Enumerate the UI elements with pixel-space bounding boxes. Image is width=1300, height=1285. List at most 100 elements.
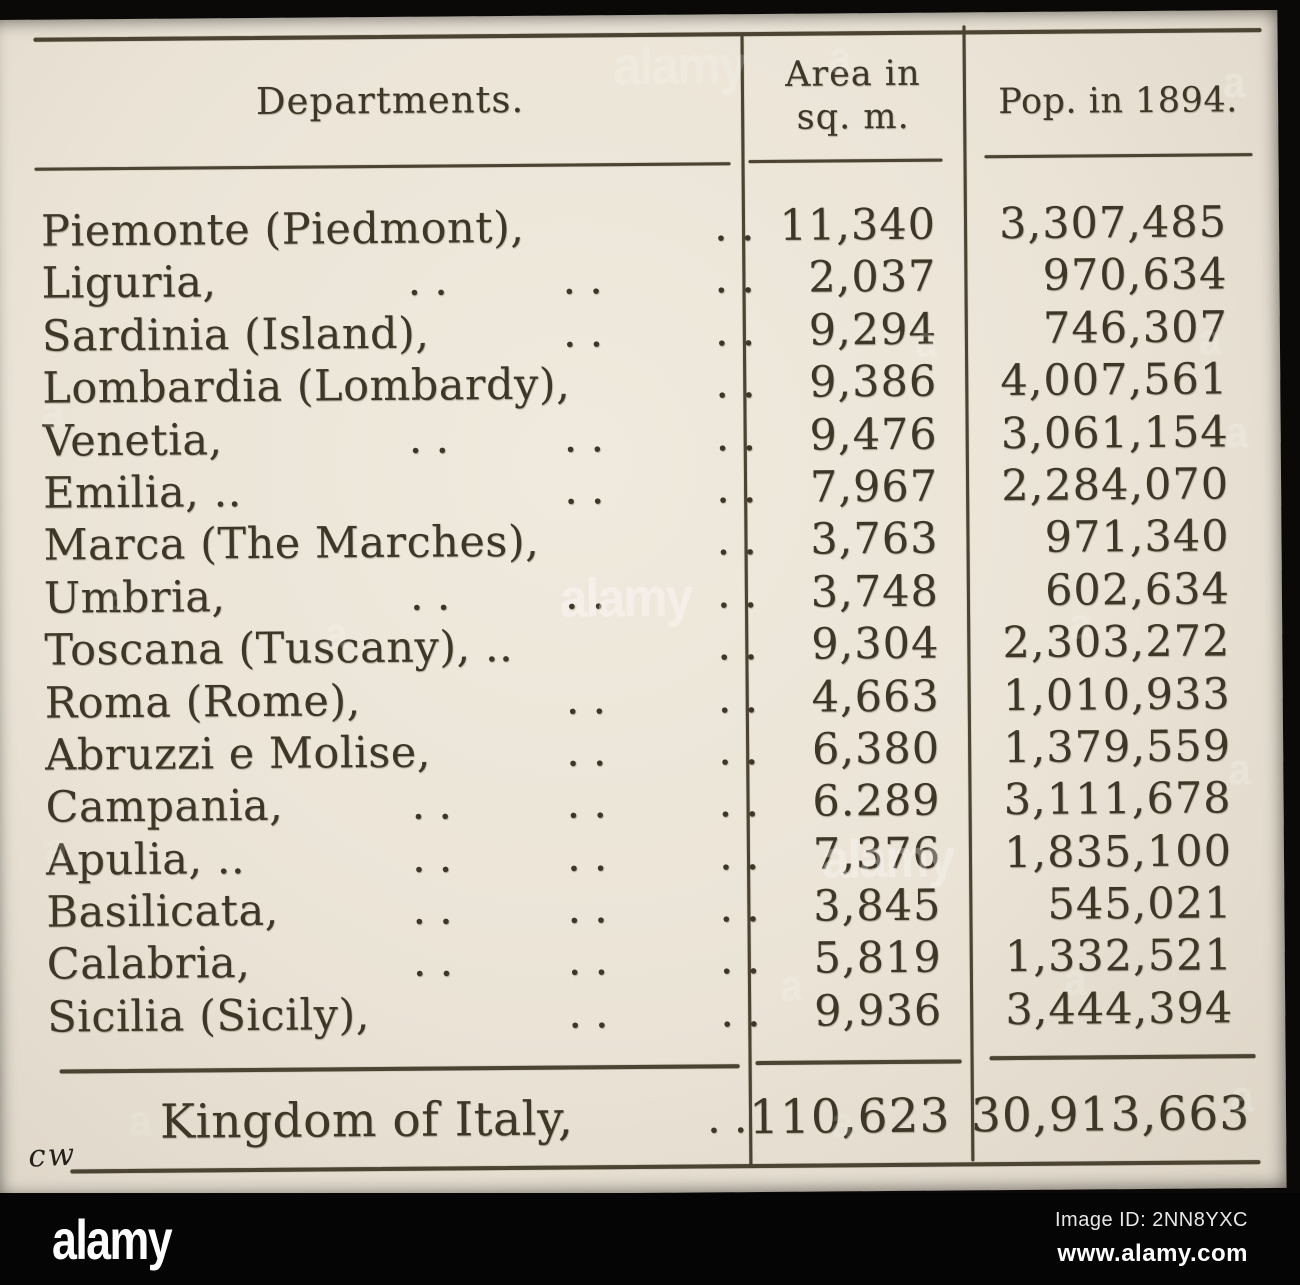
- leader-dots: ..: [562, 306, 617, 358]
- department-name-text: Apulia, ..: [45, 833, 246, 886]
- image-id-label: Image ID: 2NN8YXC: [1054, 1209, 1248, 1231]
- area-value: 3,763: [810, 513, 939, 565]
- area-value: 3,748: [810, 566, 940, 618]
- leader-dots: ..: [715, 358, 769, 409]
- leader-dots: ..: [566, 778, 621, 829]
- department-name-text: Liguria,: [41, 257, 217, 310]
- population-value: 1,010,933: [1002, 668, 1231, 721]
- area-value: 9,476: [809, 409, 938, 461]
- leader-dots: ..: [567, 883, 621, 934]
- leader-dots: ..: [411, 832, 466, 883]
- population-value: 1,332,521: [1004, 930, 1233, 983]
- leader-dots: ..: [563, 464, 618, 515]
- leader-dots: ..: [715, 462, 770, 514]
- column-header-area-line2: sq. m.: [796, 96, 910, 138]
- area-value: 2,037: [808, 252, 937, 304]
- leader-dots: ..: [714, 253, 768, 304]
- total-topline-left: [59, 1064, 740, 1074]
- column-header-area: Area in sq. m.: [750, 52, 957, 140]
- area-value: 6.289: [812, 775, 941, 827]
- alamy-logo: alamy: [52, 1208, 173, 1271]
- header-underline-mid: [748, 158, 943, 164]
- table-row: Emilia, ...... 7,967 2,284,070: [37, 458, 1255, 520]
- department-name: Roma (Rome),....: [39, 672, 772, 730]
- table-row: Sardinia (Island),.... 9,294 746,307: [36, 301, 1254, 363]
- population-value: 971,340: [1044, 511, 1230, 564]
- total-topline-mid: [755, 1059, 962, 1065]
- table-row: Sicilia (Sicily),.... 9,936 3,444,394: [41, 982, 1259, 1044]
- population-value: 3,444,394: [1005, 983, 1234, 1035]
- total-topline-right: [989, 1054, 1256, 1060]
- leader-dots: ..: [407, 255, 461, 307]
- population-value: 30,913,663: [970, 1086, 1251, 1144]
- handwritten-initials: cw: [27, 1136, 77, 1175]
- leader-dots: ..: [562, 254, 616, 305]
- department-name-text: Lombardia (Lombardy),: [42, 359, 571, 414]
- table-row: Liguria,...... 2,037 970,634: [35, 249, 1253, 311]
- leader-dots: ..: [717, 672, 772, 723]
- area-value: 9,304: [811, 618, 940, 670]
- department-name-text: Kingdom of Italy,: [159, 1091, 574, 1150]
- population-value: 3,307,485: [998, 197, 1228, 250]
- department-name: Toscana (Tuscany), ....: [38, 619, 771, 677]
- department-name: Emilia, ......: [37, 462, 770, 520]
- leader-dots: ..: [717, 620, 771, 671]
- leader-dots: ..: [717, 724, 772, 776]
- area-value: 4,663: [811, 671, 940, 723]
- leader-dots: ..: [719, 934, 774, 985]
- table-row: Umbria,...... 3,748 602,634: [38, 563, 1256, 625]
- table-row: Lombardia (Lombardy),.. 9,386 4,007,561: [36, 353, 1254, 415]
- leader-dots: ..: [716, 515, 771, 566]
- total-row: Kingdom of Italy,.. 110,623 30,913,663: [42, 1072, 1261, 1166]
- department-name-text: Piemonte (Piedmont),: [40, 202, 525, 257]
- department-name: Campania,......: [39, 776, 772, 834]
- population-value: 746,307: [1042, 302, 1229, 354]
- department-name: Sardinia (Island),....: [36, 305, 769, 363]
- table-row: Apulia, ........ 7,376 1,835,100: [40, 825, 1258, 887]
- area-value: 5,819: [813, 933, 942, 985]
- population-value: 4,007,561: [1000, 354, 1229, 407]
- department-name-text: Roma (Rome),: [44, 675, 362, 729]
- scanned-page: Departments. Area in sq. m. Pop. in 1894…: [0, 9, 1287, 1199]
- column-header-departments: Departments.: [255, 77, 525, 123]
- leader-dots: ..: [719, 882, 773, 933]
- population-value: 1,835,100: [1003, 826, 1233, 878]
- table-row: Toscana (Tuscany), .... 9,304 2,303,272: [38, 615, 1256, 677]
- department-name: Venetia,......: [36, 410, 770, 468]
- area-value: 110,623: [748, 1088, 951, 1146]
- department-name: Liguria,......: [35, 253, 768, 311]
- area-value: 7,967: [809, 461, 939, 513]
- leader-dots: ..: [718, 777, 773, 828]
- department-name-text: Abruzzi e Molise,: [44, 727, 432, 781]
- alamy-url: www.alamy.com: [1057, 1240, 1248, 1267]
- table-body: Piemonte (Piedmont),.. 11,340 3,307,485 Lig…: [35, 196, 1260, 1044]
- population-value: 2,284,070: [1001, 459, 1230, 512]
- population-value: 602,634: [1044, 564, 1231, 616]
- department-name: Lombardia (Lombardy),..: [36, 357, 769, 415]
- watermark-bar-info: Image ID: 2NN8YXC www.alamy.com: [1055, 1209, 1248, 1268]
- department-name-text: Marca (The Marches),: [43, 517, 540, 572]
- table-row: Roma (Rome),.... 4,663 1,010,933: [39, 668, 1257, 730]
- department-name: Basilicata,......: [40, 881, 773, 939]
- leader-dots: ..: [567, 935, 622, 987]
- population-value: 2,303,272: [1002, 616, 1231, 669]
- leader-dots: ..: [412, 884, 466, 935]
- leader-dots: ..: [706, 1093, 761, 1144]
- area-value: 7,376: [812, 828, 942, 880]
- department-name-text: Toscana (Tuscany), ..: [44, 622, 514, 676]
- leader-dots: ..: [412, 936, 467, 988]
- department-name-text: Emilia, ..: [42, 467, 243, 519]
- leader-dots: ..: [714, 305, 769, 357]
- leader-dots: ..: [566, 830, 621, 882]
- watermark-bar: alamy Image ID: 2NN8YXC www.alamy.com: [0, 1193, 1300, 1285]
- area-value: 3,845: [813, 880, 942, 932]
- header-underline-right: [984, 153, 1253, 159]
- table-row: Abruzzi e Molise,.... 6,380 1,379,559: [39, 720, 1257, 782]
- statistics-table: Departments. Area in sq. m. Pop. in 1894…: [0, 10, 1287, 1198]
- leader-dots: ..: [565, 726, 620, 777]
- department-name: Umbria,......: [38, 567, 771, 625]
- area-value: 11,340: [779, 199, 937, 251]
- table-row: Marca (The Marches),.. 3,763 971,340: [37, 510, 1255, 572]
- population-value: 970,634: [1042, 249, 1228, 302]
